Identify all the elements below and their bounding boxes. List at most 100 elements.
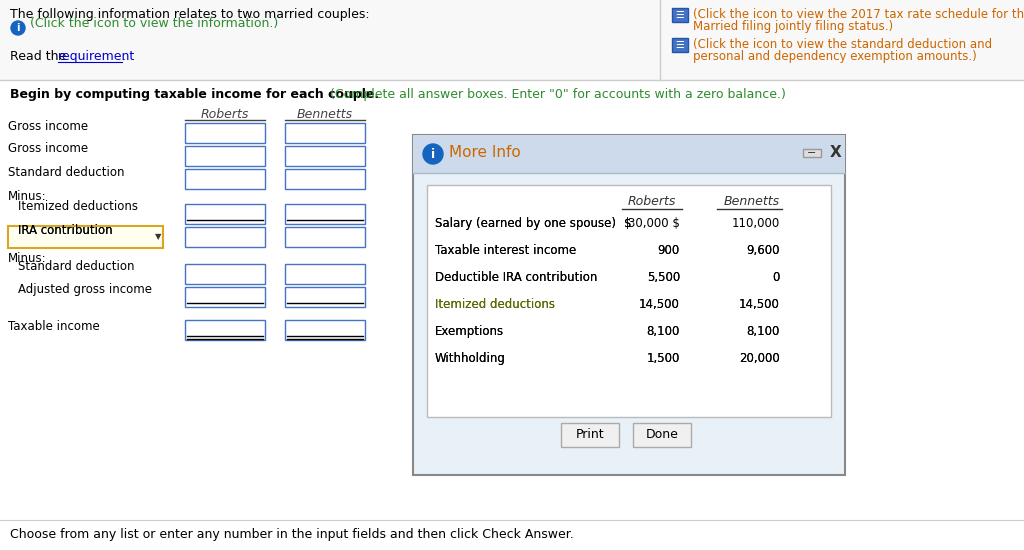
- Text: Read the: Read the: [10, 50, 71, 63]
- FancyBboxPatch shape: [185, 287, 265, 307]
- Text: Taxable interest income: Taxable interest income: [435, 244, 577, 257]
- Text: Gross income: Gross income: [8, 142, 88, 156]
- Text: Withholding: Withholding: [435, 352, 506, 365]
- Text: (Click the icon to view the information.): (Click the icon to view the information.…: [30, 18, 279, 30]
- Text: 20,000: 20,000: [739, 352, 780, 365]
- Text: 8,100: 8,100: [746, 325, 780, 338]
- Text: 20,000: 20,000: [739, 352, 780, 365]
- FancyBboxPatch shape: [285, 146, 365, 166]
- FancyBboxPatch shape: [285, 320, 365, 340]
- Text: 14,500: 14,500: [639, 298, 680, 311]
- Text: 14,500: 14,500: [739, 298, 780, 311]
- Text: 14,500: 14,500: [739, 298, 780, 311]
- Text: requirement: requirement: [58, 50, 135, 63]
- Text: Married filing jointly filing status.): Married filing jointly filing status.): [693, 20, 893, 33]
- Text: Minus:: Minus:: [8, 252, 47, 265]
- Text: ☰: ☰: [676, 10, 684, 20]
- Text: (Complete all answer boxes. Enter "0" for accounts with a zero balance.): (Complete all answer boxes. Enter "0" fo…: [326, 88, 785, 101]
- FancyBboxPatch shape: [185, 123, 265, 143]
- Text: 0: 0: [773, 271, 780, 284]
- FancyBboxPatch shape: [672, 8, 688, 22]
- Text: Deductible IRA contribution: Deductible IRA contribution: [435, 271, 597, 284]
- Text: Gross income: Gross income: [8, 119, 88, 133]
- Text: 900: 900: [657, 244, 680, 257]
- FancyBboxPatch shape: [185, 227, 265, 247]
- Text: More Info: More Info: [449, 145, 521, 160]
- Circle shape: [423, 144, 443, 164]
- Text: Taxable income: Taxable income: [8, 320, 99, 333]
- Text: 1,500: 1,500: [646, 352, 680, 365]
- FancyBboxPatch shape: [285, 123, 365, 143]
- Text: Standard deduction: Standard deduction: [18, 261, 134, 273]
- Text: Exemptions: Exemptions: [435, 325, 504, 338]
- Text: Deductible IRA contribution: Deductible IRA contribution: [435, 271, 597, 284]
- FancyBboxPatch shape: [285, 227, 365, 247]
- Text: Bennetts: Bennetts: [297, 108, 353, 121]
- FancyBboxPatch shape: [633, 423, 691, 447]
- Text: (Click the icon to view the 2017 tax rate schedule for the: (Click the icon to view the 2017 tax rat…: [693, 8, 1024, 21]
- FancyBboxPatch shape: [185, 146, 265, 166]
- Text: $: $: [624, 217, 632, 230]
- Text: 0: 0: [773, 271, 780, 284]
- Text: Minus:: Minus:: [8, 190, 47, 203]
- Text: Salary (earned by one spouse): Salary (earned by one spouse): [435, 217, 616, 230]
- Text: Itemized deductions: Itemized deductions: [18, 201, 138, 213]
- Text: 9,600: 9,600: [746, 244, 780, 257]
- FancyBboxPatch shape: [185, 169, 265, 189]
- FancyBboxPatch shape: [8, 226, 163, 248]
- Text: $: $: [624, 217, 632, 230]
- FancyBboxPatch shape: [427, 185, 831, 417]
- Text: 110,000: 110,000: [732, 217, 780, 230]
- Text: i: i: [431, 147, 435, 161]
- FancyBboxPatch shape: [413, 135, 845, 475]
- Text: 30,000 $: 30,000 $: [628, 217, 680, 230]
- Text: 5,500: 5,500: [647, 271, 680, 284]
- Text: (Click the icon to view the standard deduction and: (Click the icon to view the standard ded…: [693, 38, 992, 51]
- Text: Roberts: Roberts: [628, 195, 676, 208]
- FancyBboxPatch shape: [672, 38, 688, 52]
- Text: personal and dependency exemption amounts.): personal and dependency exemption amount…: [693, 50, 977, 63]
- Text: ☰: ☰: [676, 40, 684, 50]
- Text: IRA contribution: IRA contribution: [18, 223, 113, 236]
- Text: Adjusted gross income: Adjusted gross income: [18, 283, 152, 296]
- Text: Itemized deductions: Itemized deductions: [435, 298, 555, 311]
- Text: Withholding: Withholding: [435, 352, 506, 365]
- FancyBboxPatch shape: [285, 169, 365, 189]
- Text: Salary (earned by one spouse): Salary (earned by one spouse): [435, 217, 616, 230]
- Text: i: i: [16, 23, 19, 33]
- FancyBboxPatch shape: [185, 204, 265, 224]
- Text: .: .: [122, 50, 126, 63]
- Text: Itemized deductions: Itemized deductions: [435, 298, 555, 311]
- Text: 8,100: 8,100: [646, 325, 680, 338]
- Text: Roberts: Roberts: [201, 108, 249, 121]
- Text: The following information relates to two married couples:: The following information relates to two…: [10, 8, 370, 21]
- Text: Standard deduction: Standard deduction: [8, 166, 125, 179]
- Text: 8,100: 8,100: [746, 325, 780, 338]
- Text: 14,500: 14,500: [639, 298, 680, 311]
- Text: Print: Print: [575, 428, 604, 442]
- FancyBboxPatch shape: [0, 0, 1024, 80]
- FancyBboxPatch shape: [285, 204, 365, 224]
- Text: Taxable interest income: Taxable interest income: [435, 244, 577, 257]
- Text: X: X: [830, 145, 842, 160]
- Text: IRA contribution: IRA contribution: [18, 223, 113, 236]
- Circle shape: [11, 21, 25, 35]
- Text: Choose from any list or enter any number in the input fields and then click Chec: Choose from any list or enter any number…: [10, 528, 573, 541]
- Text: 1,500: 1,500: [646, 352, 680, 365]
- FancyBboxPatch shape: [285, 287, 365, 307]
- Text: Done: Done: [645, 428, 679, 442]
- FancyBboxPatch shape: [285, 264, 365, 284]
- FancyBboxPatch shape: [185, 320, 265, 340]
- Text: Bennetts: Bennetts: [724, 195, 780, 208]
- Text: ▼: ▼: [155, 233, 161, 241]
- Text: 8,100: 8,100: [646, 325, 680, 338]
- Text: 5,500: 5,500: [647, 271, 680, 284]
- Text: −: −: [807, 148, 817, 158]
- Text: Exemptions: Exemptions: [435, 325, 504, 338]
- Text: Begin by computing taxable income for each couple.: Begin by computing taxable income for ea…: [10, 88, 379, 101]
- FancyBboxPatch shape: [185, 264, 265, 284]
- Text: 9,600: 9,600: [746, 244, 780, 257]
- FancyBboxPatch shape: [561, 423, 618, 447]
- FancyBboxPatch shape: [413, 135, 845, 173]
- FancyBboxPatch shape: [803, 149, 821, 157]
